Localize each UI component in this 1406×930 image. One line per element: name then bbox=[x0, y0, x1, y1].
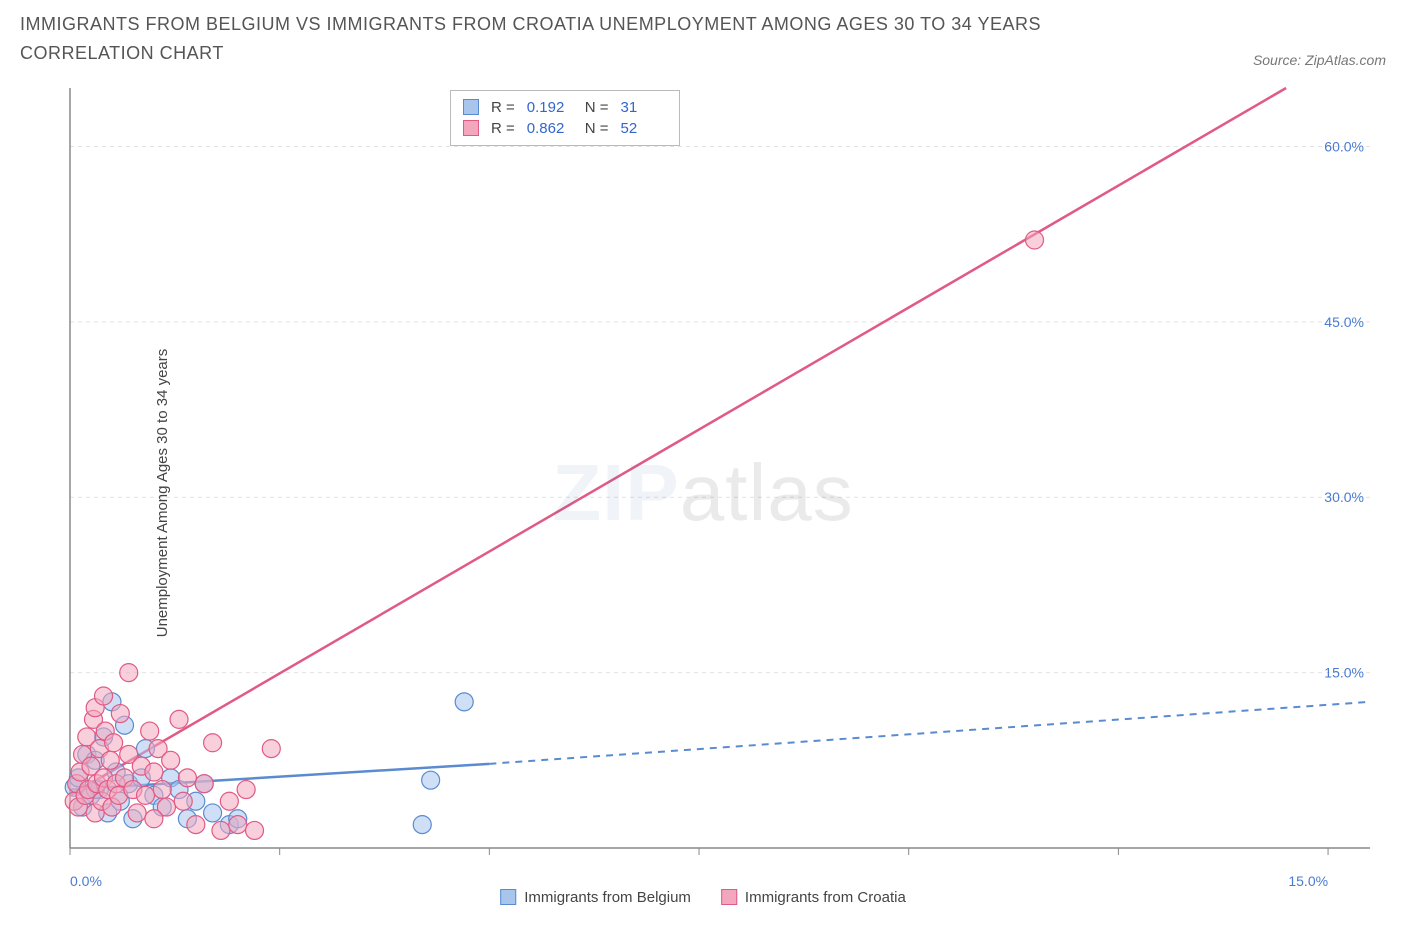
r-label: R = bbox=[491, 99, 515, 116]
swatch-belgium-bottom bbox=[500, 889, 516, 905]
n-label: N = bbox=[585, 99, 609, 116]
r-value-croatia: 0.862 bbox=[527, 120, 573, 137]
swatch-croatia-bottom bbox=[721, 889, 737, 905]
legend-row-croatia: R = 0.862 N = 52 bbox=[463, 118, 667, 139]
legend-label-belgium: Immigrants from Belgium bbox=[524, 889, 691, 906]
swatch-belgium bbox=[463, 99, 479, 115]
n-label: N = bbox=[585, 120, 609, 137]
chart-container: Unemployment Among Ages 30 to 34 years 1… bbox=[10, 78, 1396, 908]
svg-text:45.0%: 45.0% bbox=[1324, 313, 1364, 329]
legend-label-croatia: Immigrants from Croatia bbox=[745, 889, 906, 906]
series-legend: Immigrants from Belgium Immigrants from … bbox=[500, 889, 906, 906]
source-attribution: Source: ZipAtlas.com bbox=[1253, 52, 1386, 68]
legend-row-belgium: R = 0.192 N = 31 bbox=[463, 97, 667, 118]
svg-text:15.0%: 15.0% bbox=[1288, 873, 1328, 889]
n-value-belgium: 31 bbox=[621, 99, 667, 116]
scatter-chart: 15.0% 30.0% 45.0% 60.0% 0.0% 15.0% bbox=[10, 78, 1396, 908]
chart-header: IMMIGRANTS FROM BELGIUM VS IMMIGRANTS FR… bbox=[10, 10, 1396, 78]
chart-title: IMMIGRANTS FROM BELGIUM VS IMMIGRANTS FR… bbox=[20, 10, 1120, 68]
svg-text:15.0%: 15.0% bbox=[1324, 664, 1364, 680]
n-value-croatia: 52 bbox=[621, 120, 667, 137]
legend-item-belgium: Immigrants from Belgium bbox=[500, 889, 691, 906]
svg-text:0.0%: 0.0% bbox=[70, 873, 102, 889]
correlation-legend: R = 0.192 N = 31 R = 0.862 N = 52 bbox=[450, 90, 680, 146]
swatch-croatia bbox=[463, 120, 479, 136]
svg-text:30.0%: 30.0% bbox=[1324, 489, 1364, 505]
legend-item-croatia: Immigrants from Croatia bbox=[721, 889, 906, 906]
y-axis-label: Unemployment Among Ages 30 to 34 years bbox=[154, 348, 171, 637]
r-value-belgium: 0.192 bbox=[527, 99, 573, 116]
svg-text:60.0%: 60.0% bbox=[1324, 138, 1364, 154]
r-label: R = bbox=[491, 120, 515, 137]
